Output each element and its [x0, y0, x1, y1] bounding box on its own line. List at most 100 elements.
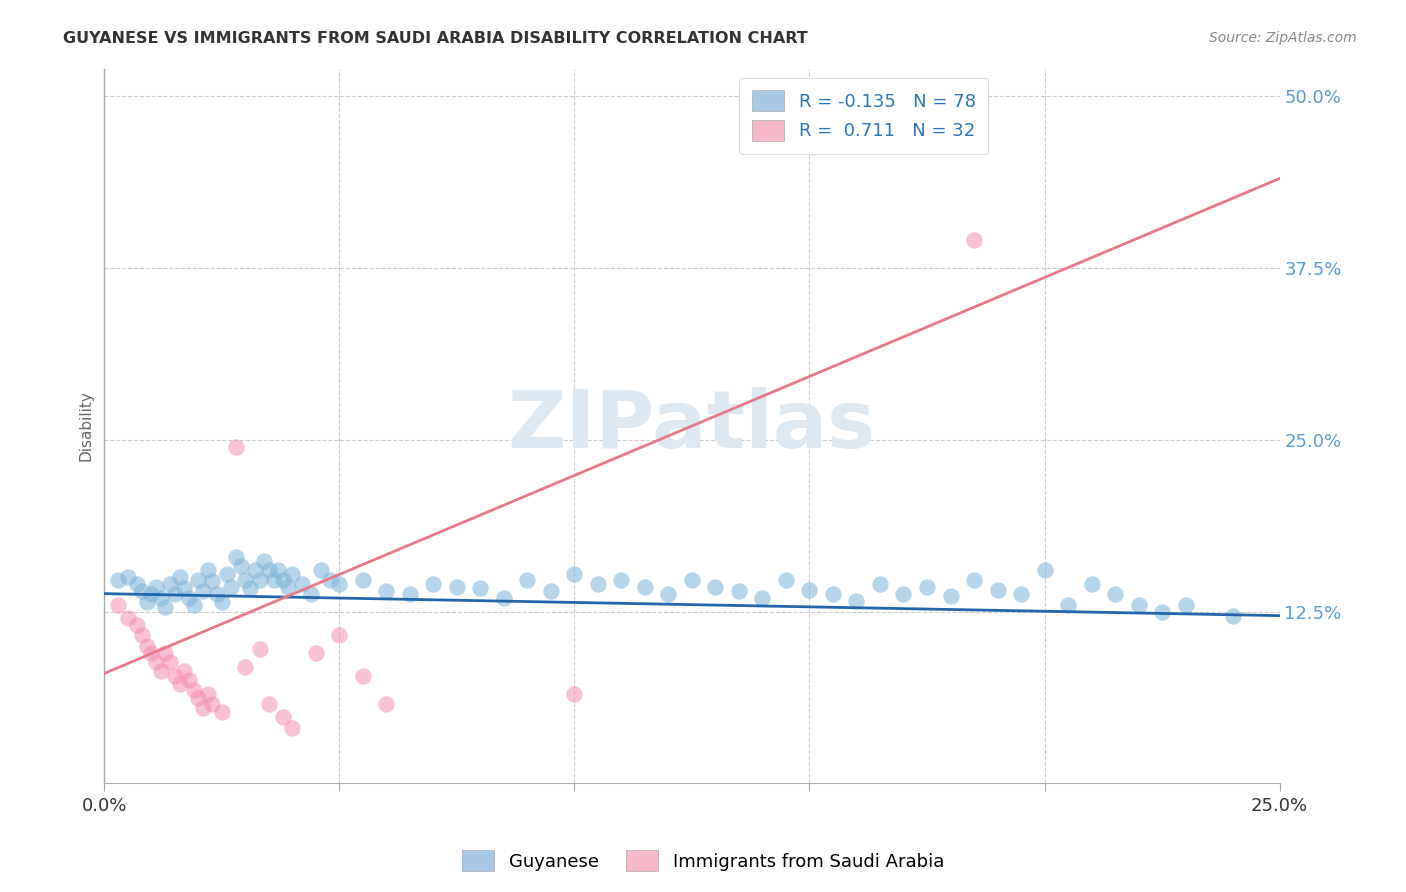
Point [281, 722, 304, 736]
Point [257, 697, 280, 711]
Point [422, 577, 444, 591]
Point [187, 573, 209, 587]
Point [1057, 598, 1080, 612]
Point [319, 573, 342, 587]
Point [986, 582, 1008, 597]
Point [963, 233, 986, 247]
Point [277, 580, 299, 594]
Point [127, 618, 149, 632]
Point [267, 563, 290, 577]
Point [169, 677, 191, 691]
Point [352, 669, 374, 683]
Point [117, 570, 139, 584]
Point [1080, 577, 1102, 591]
Point [610, 573, 633, 587]
Point [225, 440, 247, 454]
Point [257, 563, 280, 577]
Point [586, 577, 609, 591]
Point [291, 577, 314, 591]
Point [135, 639, 157, 653]
Point [657, 587, 679, 601]
Point [634, 580, 657, 594]
Point [201, 697, 224, 711]
Point [281, 567, 304, 582]
Point [173, 664, 195, 678]
Point [183, 682, 205, 697]
Point [540, 583, 562, 598]
Point [399, 587, 422, 601]
Point [963, 573, 986, 587]
Point [239, 581, 262, 595]
Point [253, 554, 276, 568]
Point [169, 570, 191, 584]
Point [299, 587, 322, 601]
Point [375, 697, 398, 711]
Point [893, 587, 915, 601]
Point [1104, 587, 1126, 601]
Point [352, 573, 374, 587]
Point [155, 646, 177, 660]
Point [127, 577, 149, 591]
Point [309, 563, 332, 577]
Point [1033, 563, 1056, 577]
Point [1174, 598, 1197, 612]
Point [821, 587, 844, 601]
Point [869, 577, 891, 591]
Point [163, 587, 186, 601]
Legend: Guyanese, Immigrants from Saudi Arabia: Guyanese, Immigrants from Saudi Arabia [454, 843, 952, 879]
Point [235, 573, 257, 587]
Point [191, 583, 214, 598]
Point [564, 567, 586, 582]
Point [243, 563, 266, 577]
Point [159, 577, 181, 591]
Point [131, 583, 153, 598]
Point [271, 573, 294, 587]
Point [939, 590, 962, 604]
Point [915, 580, 938, 594]
Point [1222, 608, 1244, 623]
Point [141, 587, 163, 601]
Point [135, 595, 157, 609]
Point [1010, 587, 1032, 601]
Point [446, 580, 468, 594]
Text: ZIPatlas: ZIPatlas [508, 387, 876, 465]
Point [221, 580, 243, 594]
Point [681, 573, 703, 587]
Point [117, 611, 139, 625]
Point [845, 593, 868, 607]
Point [235, 659, 257, 673]
Point [775, 573, 797, 587]
Legend: R = -0.135   N = 78, R =  0.711   N = 32: R = -0.135 N = 78, R = 0.711 N = 32 [740, 78, 988, 153]
Text: Source: ZipAtlas.com: Source: ZipAtlas.com [1209, 31, 1357, 45]
Point [177, 673, 200, 688]
Point [271, 710, 294, 724]
Point [107, 573, 129, 587]
Point [305, 646, 328, 660]
Point [173, 581, 195, 595]
Point [263, 573, 285, 587]
Point [191, 700, 214, 714]
Point [1150, 605, 1173, 619]
Point [163, 669, 186, 683]
Point [704, 580, 727, 594]
Point [375, 583, 398, 598]
Y-axis label: Disability: Disability [79, 391, 93, 461]
Point [249, 641, 271, 656]
Point [225, 549, 247, 564]
Text: GUYANESE VS IMMIGRANTS FROM SAUDI ARABIA DISABILITY CORRELATION CHART: GUYANESE VS IMMIGRANTS FROM SAUDI ARABIA… [63, 31, 808, 46]
Point [799, 582, 821, 597]
Point [211, 705, 233, 719]
Point [205, 587, 228, 601]
Point [187, 691, 209, 706]
Point [229, 559, 252, 574]
Point [183, 598, 205, 612]
Point [141, 646, 163, 660]
Point [149, 664, 172, 678]
Point [728, 583, 751, 598]
Point [149, 591, 172, 605]
Point [492, 591, 515, 605]
Point [201, 574, 224, 589]
Point [145, 656, 167, 670]
Point [328, 628, 350, 642]
Point [751, 591, 773, 605]
